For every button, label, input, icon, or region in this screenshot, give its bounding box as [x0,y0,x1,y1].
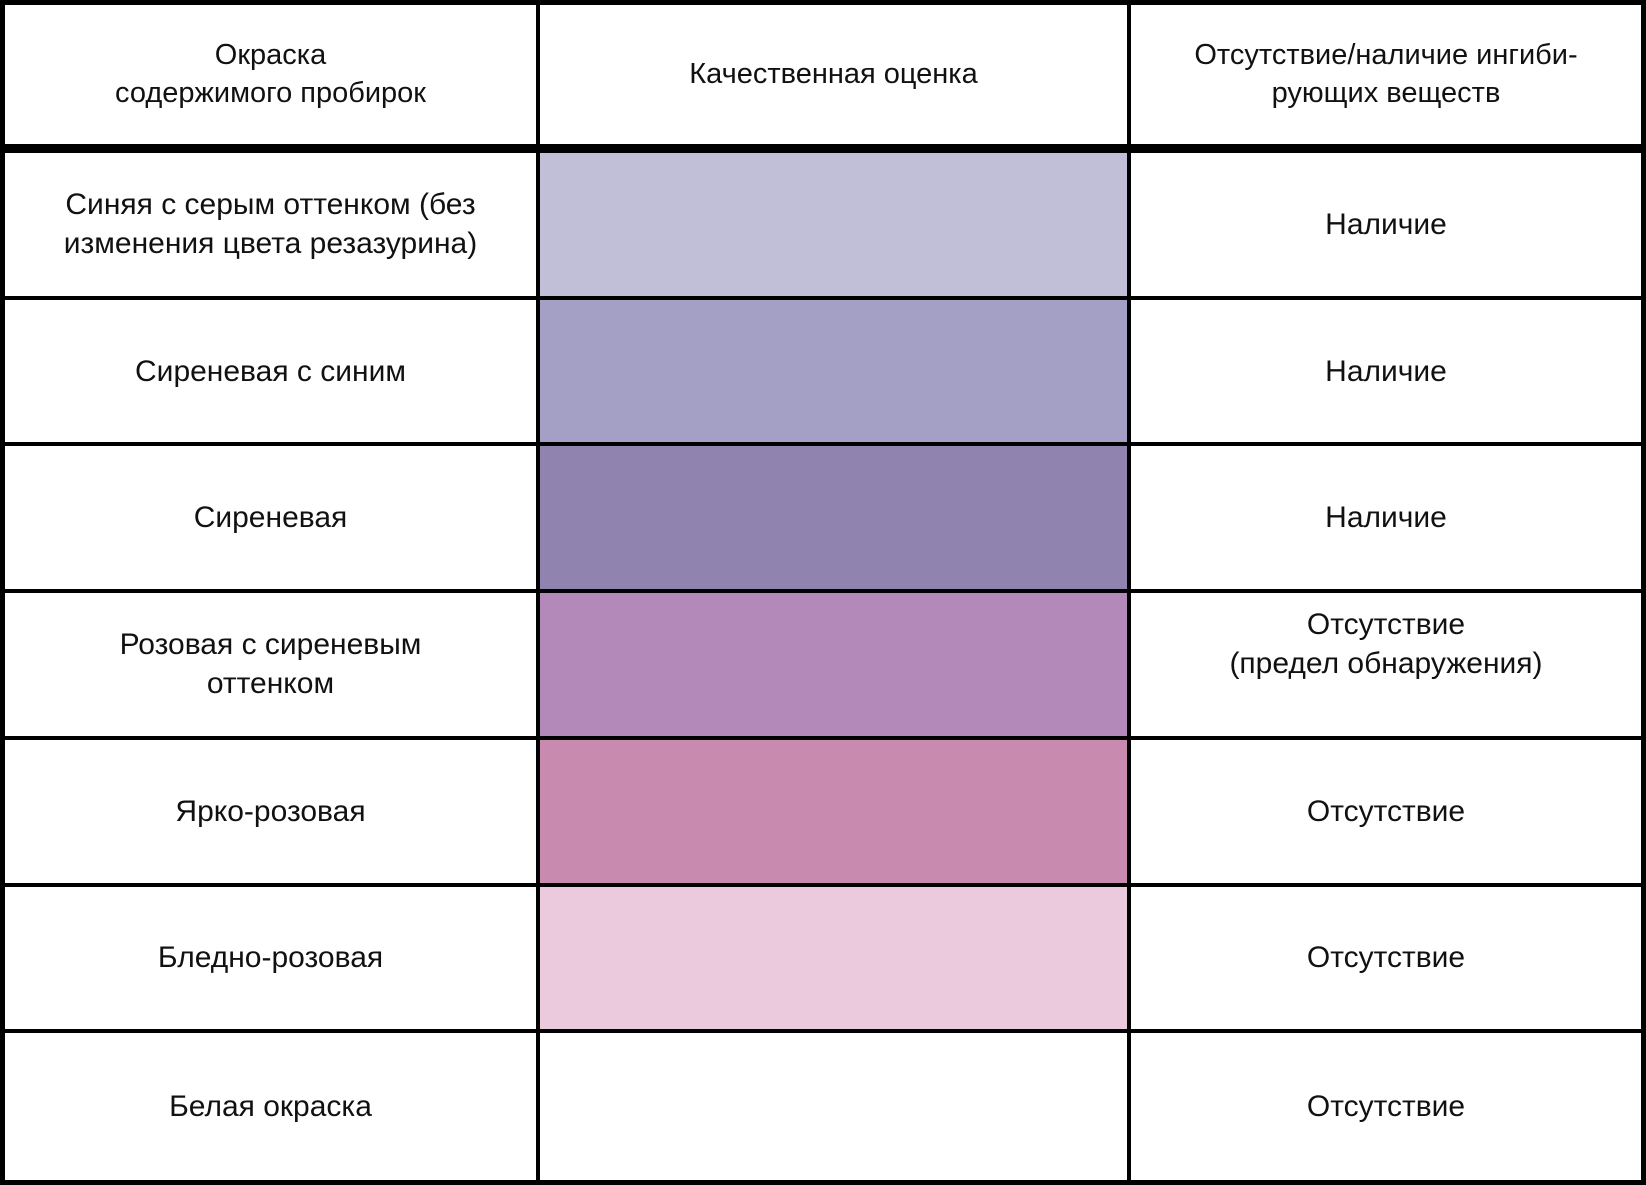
header-inhibitor-presence: Отсутствие/наличие ингиби- рующих вещест… [1131,5,1641,153]
tube-color-label: Сиреневая [5,446,540,594]
header-qualitative-assessment: Качественная оценка [540,5,1131,153]
assessment-color-swatch [540,1033,1131,1180]
assessment-color-swatch [540,739,1131,887]
tube-color-label: Белая окраска [5,1033,540,1180]
assessment-color-swatch [540,593,1131,740]
tube-color-label: Синяя с серым оттенком (без изменения цв… [5,153,540,300]
tube-color-label: Розовая с сиреневым оттенком [5,593,540,740]
assessment-color-swatch [540,886,1131,1034]
inhibitor-result: Наличие [1131,446,1641,594]
inhibitor-result: Отсутствие (предел обнаружения) [1131,593,1641,740]
inhibitor-result: Отсутствие [1131,740,1641,887]
inhibitor-result: Отсутствие [1131,887,1641,1034]
tube-color-label: Ярко-розовая [5,739,540,887]
assessment-color-swatch [540,153,1131,300]
inhibitor-result: Наличие [1131,300,1641,447]
assessment-color-swatch [540,299,1131,447]
inhibitor-result: Отсутствие [1306,1090,1466,1124]
tube-color-label: Бледно-розовая [5,886,540,1034]
inhibitor-result: Наличие [1131,153,1641,300]
header-tube-coloring: Окраска содержимого пробирок [5,5,540,153]
assessment-color-swatch [540,446,1131,594]
tube-color-label: Сиреневая с синим [5,299,540,447]
